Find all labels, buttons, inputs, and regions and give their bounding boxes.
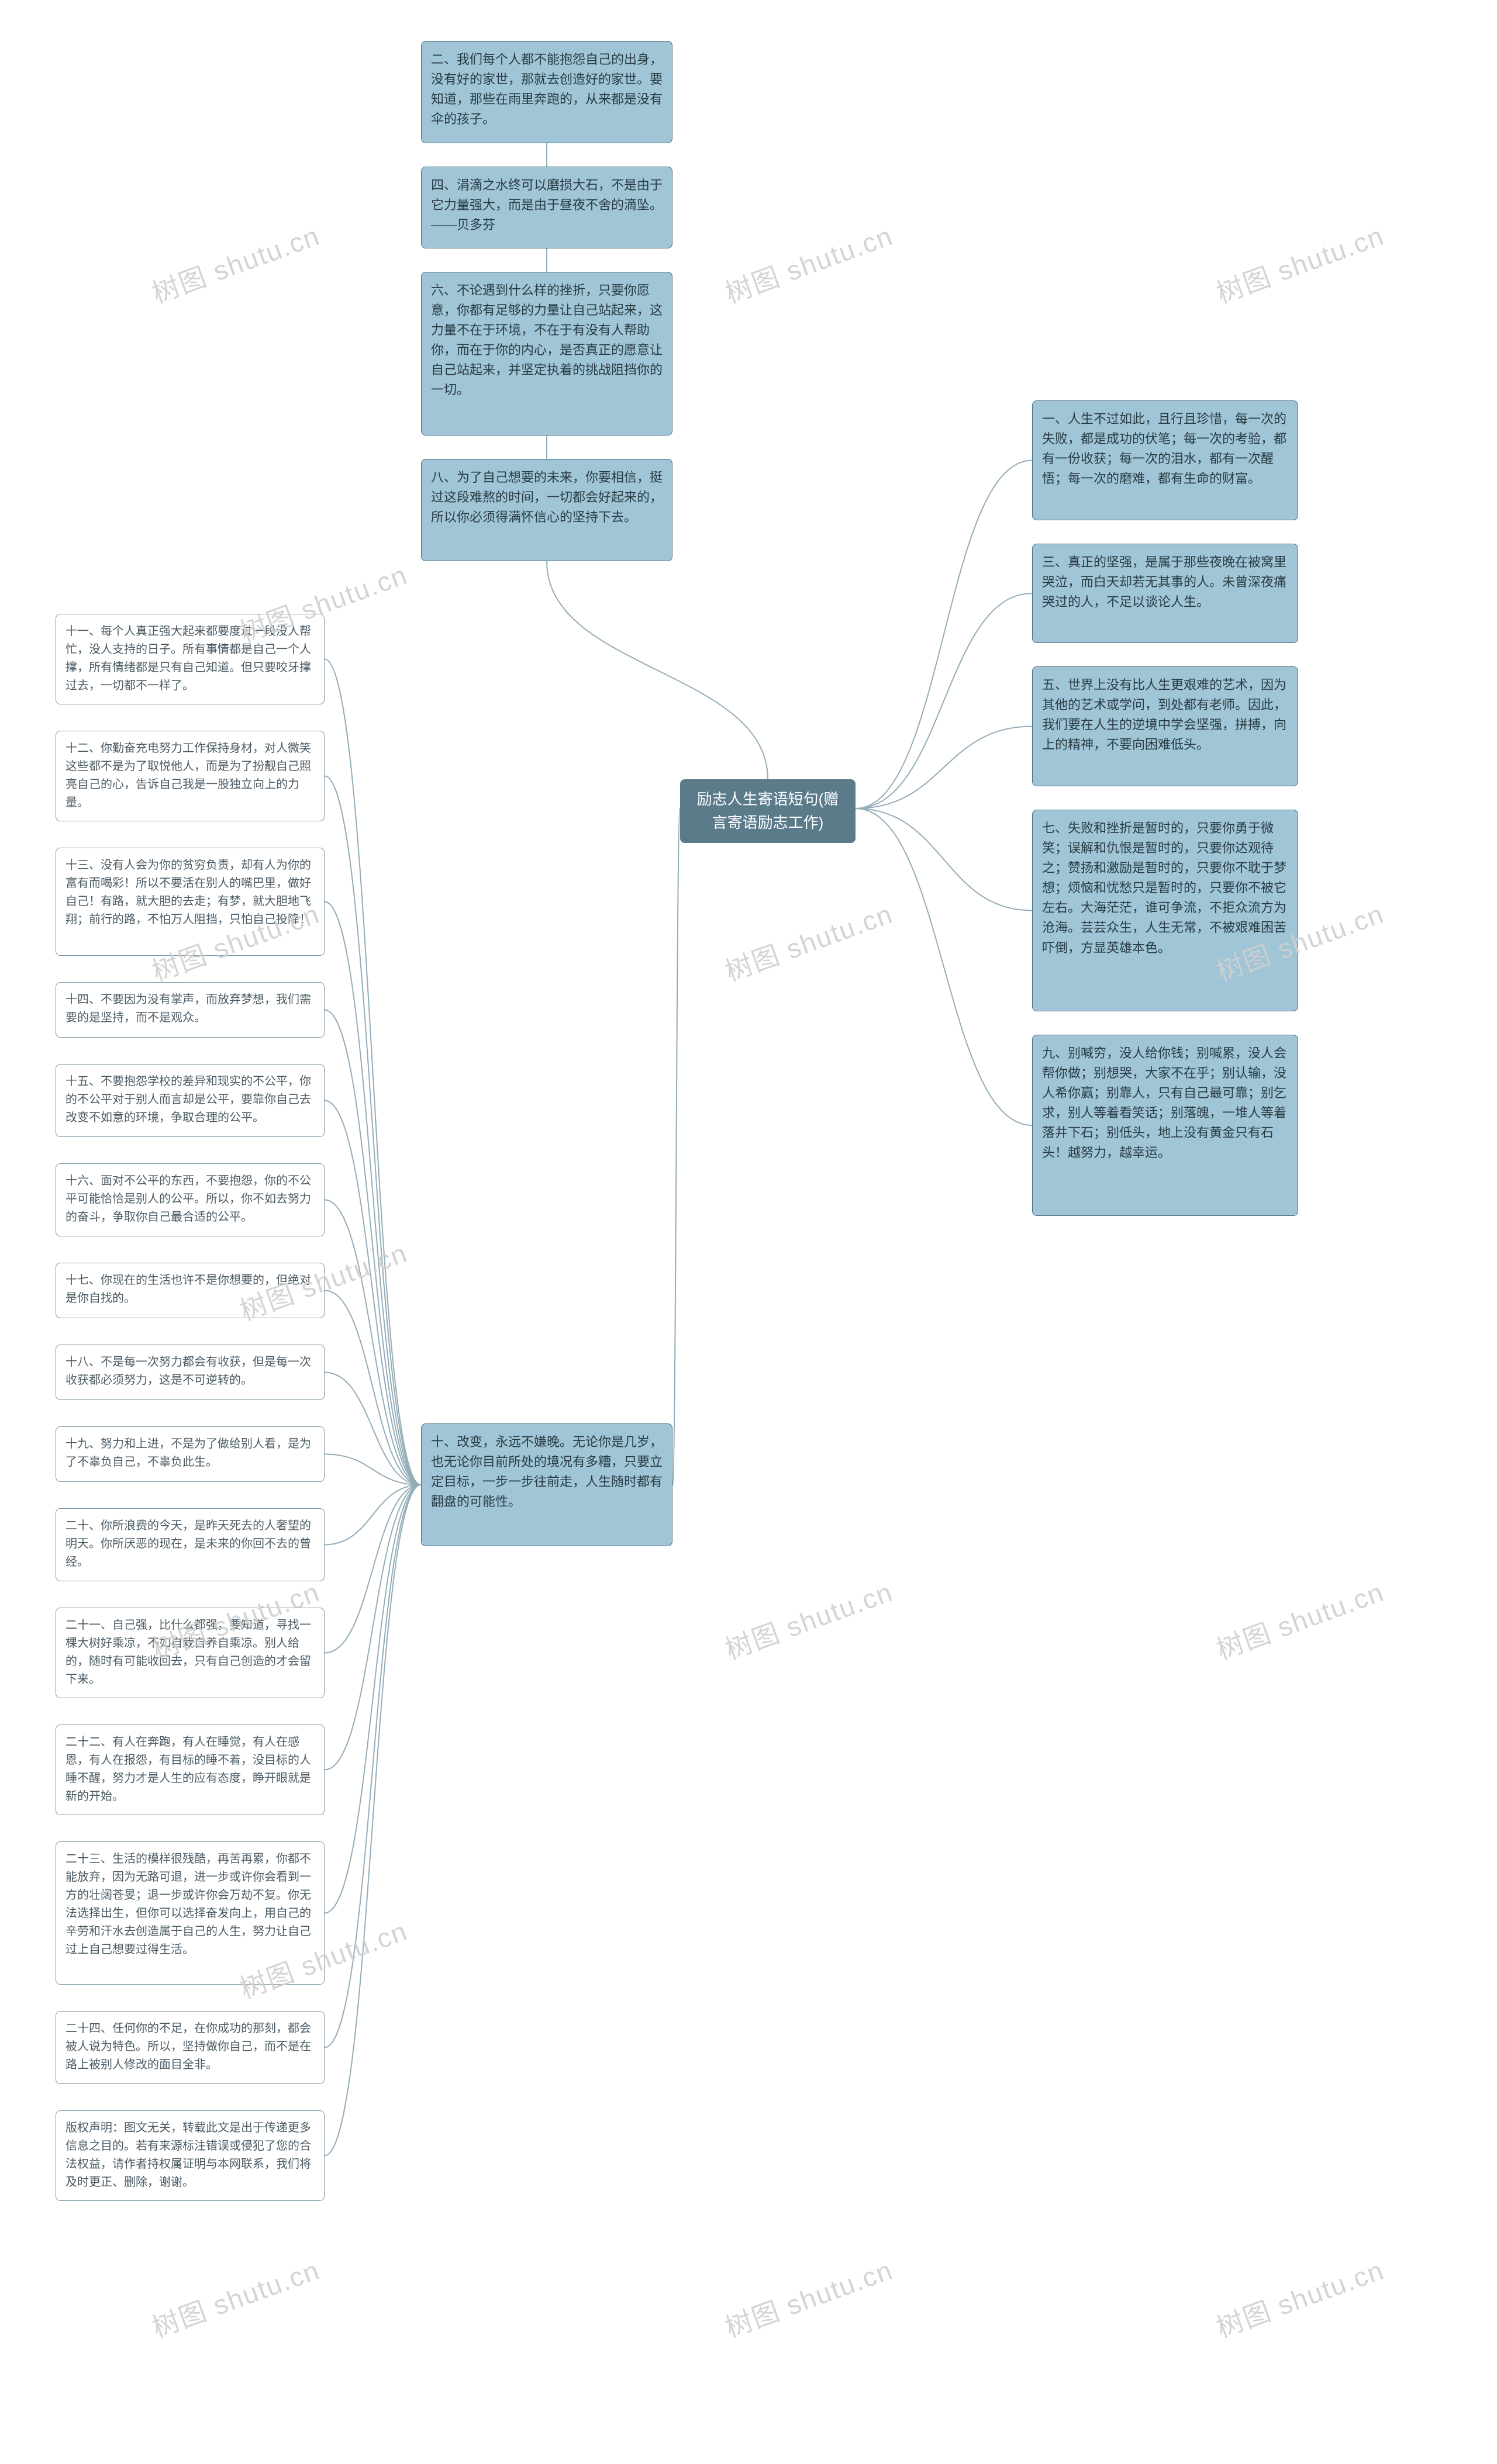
branch-label: 七、失败和挫折是暂时的，只要你勇于微笑；误解和仇恨是暂时的，只要你达观待之；赞扬…	[1042, 821, 1286, 955]
leaf-label: 十五、不要抱怨学校的差异和现实的不公平，你的不公平对于别人而言却是公平，要靠你自…	[65, 1075, 311, 1124]
watermark: 树图 shutu.cn	[146, 2249, 325, 2345]
leaf-label: 十一、每个人真正强大起来都要度过一段没人帮忙，没人支持的日子。所有事情都是自己一…	[65, 625, 311, 692]
watermark: 树图 shutu.cn	[719, 893, 898, 989]
branch-label: 九、别喊穷，没人给你钱；别喊累，没人会帮你做；别想哭，大家不在乎；别认输，没人希…	[1042, 1046, 1286, 1160]
leaf-24[interactable]: 二十四、任何你的不足，在你成功的那刻，都会被人说为特色。所以，坚持做你自己，而不…	[56, 2011, 325, 2084]
leaf-label: 二十四、任何你的不足，在你成功的那刻，都会被人说为特色。所以，坚持做你自己，而不…	[65, 2022, 311, 2071]
leaf-18[interactable]: 十八、不是每一次努力都会有收获，但是每一次收获都必须努力，这是不可逆转的。	[56, 1345, 325, 1400]
branch-label: 一、人生不过如此，且行且珍惜，每一次的失败，都是成功的伏笔；每一次的考验，都有一…	[1042, 412, 1286, 486]
leaf-label: 版权声明：图文无关，转载此文是出于传递更多信息之目的。若有来源标注错误或侵犯了您…	[65, 2121, 311, 2189]
leaf-13[interactable]: 十三、没有人会为你的贫穷负责，却有人为你的富有而喝彩！所以不要活在别人的嘴巴里，…	[56, 848, 325, 956]
leaf-15[interactable]: 十五、不要抱怨学校的差异和现实的不公平，你的不公平对于别人而言却是公平，要靠你自…	[56, 1064, 325, 1137]
branch-label: 四、涓滴之水终可以磨损大石，不是由于它力量强大，而是由于昼夜不舍的滴坠。——贝多…	[431, 178, 663, 232]
leaf-label: 十七、你现在的生活也许不是你想要的，但绝对是你自找的。	[65, 1274, 311, 1305]
leaf-label: 十二、你勤奋充电努力工作保持身材，对人微笑这些都不是为了取悦他人，而是为了扮靓自…	[65, 742, 311, 809]
leaf-14[interactable]: 十四、不要因为没有掌声，而放弃梦想，我们需要的是坚持，而不是观众。	[56, 982, 325, 1038]
branch-label: 五、世界上没有比人生更艰难的艺术，因为其他的艺术或学问，到处都有老师。因此，我们…	[1042, 678, 1286, 752]
watermark: 树图 shutu.cn	[1210, 1571, 1389, 1667]
leaf-12[interactable]: 十二、你勤奋充电努力工作保持身材，对人微笑这些都不是为了取悦他人，而是为了扮靓自…	[56, 731, 325, 821]
branch-top-2[interactable]: 二、我们每个人都不能抱怨自己的出身，没有好的家世，那就去创造好的家世。要知道，那…	[421, 41, 672, 143]
branch-right-7[interactable]: 七、失败和挫折是暂时的，只要你勇于微笑；误解和仇恨是暂时的，只要你达观待之；赞扬…	[1032, 810, 1298, 1011]
leaf-label: 十九、努力和上进，不是为了做给别人看，是为了不辜负自己，不辜负此生。	[65, 1437, 311, 1468]
watermark: 树图 shutu.cn	[719, 215, 898, 311]
branch-right-5[interactable]: 五、世界上没有比人生更艰难的艺术，因为其他的艺术或学问，到处都有老师。因此，我们…	[1032, 666, 1298, 786]
leaf-label: 二十二、有人在奔跑，有人在睡觉，有人在感恩，有人在报怨，有目标的睡不着，没目标的…	[65, 1736, 311, 1803]
leaf-11[interactable]: 十一、每个人真正强大起来都要度过一段没人帮忙，没人支持的日子。所有事情都是自己一…	[56, 614, 325, 704]
branch-right-1[interactable]: 一、人生不过如此，且行且珍惜，每一次的失败，都是成功的伏笔；每一次的考验，都有一…	[1032, 400, 1298, 520]
leaf-17[interactable]: 十七、你现在的生活也许不是你想要的，但绝对是你自找的。	[56, 1263, 325, 1318]
leaf-19[interactable]: 十九、努力和上进，不是为了做给别人看，是为了不辜负自己，不辜负此生。	[56, 1426, 325, 1482]
leaf-label: 二十三、生活的模样很残酷，再苦再累，你都不能放弃，因为无路可退，进一步或许你会看…	[65, 1853, 311, 1956]
watermark: 树图 shutu.cn	[1210, 2249, 1389, 2345]
leaf-label: 二十一、自己强，比什么都强，要知道，寻找一棵大树好乘凉，不如自栽自养自乘凉。别人…	[65, 1619, 311, 1686]
branch-label: 十、改变，永远不嫌晚。无论你是几岁，也无论你目前所处的境况有多糟，只要立定目标，…	[431, 1435, 663, 1509]
branch-label: 三、真正的坚强，是属于那些夜晚在被窝里哭泣，而白天却若无其事的人。未曾深夜痛哭过…	[1042, 555, 1286, 609]
leaf-label: 十六、面对不公平的东西，不要抱怨，你的不公平可能恰恰是别人的公平。所以，你不如去…	[65, 1174, 311, 1224]
branch-top-8[interactable]: 八、为了自己想要的未来，你要相信，挺过这段难熬的时间，一切都会好起来的，所以你必…	[421, 459, 672, 561]
leaf-22[interactable]: 二十二、有人在奔跑，有人在睡觉，有人在感恩，有人在报怨，有目标的睡不着，没目标的…	[56, 1725, 325, 1815]
leaf-label: 十三、没有人会为你的贫穷负责，却有人为你的富有而喝彩！所以不要活在别人的嘴巴里，…	[65, 859, 311, 926]
watermark: 树图 shutu.cn	[719, 2249, 898, 2345]
branch-label: 八、为了自己想要的未来，你要相信，挺过这段难熬的时间，一切都会好起来的，所以你必…	[431, 470, 663, 524]
branch-right-9[interactable]: 九、别喊穷，没人给你钱；别喊累，没人会帮你做；别想哭，大家不在乎；别认输，没人希…	[1032, 1035, 1298, 1216]
leaf-20[interactable]: 二十、你所浪费的今天，是昨天死去的人奢望的明天。你所厌恶的现在，是未来的你回不去…	[56, 1508, 325, 1581]
branch-label: 二、我们每个人都不能抱怨自己的出身，没有好的家世，那就去创造好的家世。要知道，那…	[431, 52, 663, 126]
branch-label: 六、不论遇到什么样的挫折，只要你愿意，你都有足够的力量让自己站起来，这力量不在于…	[431, 283, 663, 397]
watermark: 树图 shutu.cn	[146, 215, 325, 311]
branch-right-3[interactable]: 三、真正的坚强，是属于那些夜晚在被窝里哭泣，而白天却若无其事的人。未曾深夜痛哭过…	[1032, 544, 1298, 643]
watermark: 树图 shutu.cn	[1210, 215, 1389, 311]
branch-top-4[interactable]: 四、涓滴之水终可以磨损大石，不是由于它力量强大，而是由于昼夜不舍的滴坠。——贝多…	[421, 167, 672, 248]
leaf-label: 十八、不是每一次努力都会有收获，但是每一次收获都必须努力，这是不可逆转的。	[65, 1356, 311, 1387]
branch-bottom-10[interactable]: 十、改变，永远不嫌晚。无论你是几岁，也无论你目前所处的境况有多糟，只要立定目标，…	[421, 1423, 672, 1546]
root-label: 励志人生寄语短句(赠言寄语励志工作)	[697, 790, 839, 831]
leaf-23[interactable]: 二十三、生活的模样很残酷，再苦再累，你都不能放弃，因为无路可退，进一步或许你会看…	[56, 1841, 325, 1985]
branch-top-6[interactable]: 六、不论遇到什么样的挫折，只要你愿意，你都有足够的力量让自己站起来，这力量不在于…	[421, 272, 672, 436]
leaf-copyright[interactable]: 版权声明：图文无关，转载此文是出于传递更多信息之目的。若有来源标注错误或侵犯了您…	[56, 2110, 325, 2201]
leaf-label: 十四、不要因为没有掌声，而放弃梦想，我们需要的是坚持，而不是观众。	[65, 993, 311, 1024]
leaf-label: 二十、你所浪费的今天，是昨天死去的人奢望的明天。你所厌恶的现在，是未来的你回不去…	[65, 1519, 311, 1568]
leaf-21[interactable]: 二十一、自己强，比什么都强，要知道，寻找一棵大树好乘凉，不如自栽自养自乘凉。别人…	[56, 1608, 325, 1698]
leaf-16[interactable]: 十六、面对不公平的东西，不要抱怨，你的不公平可能恰恰是别人的公平。所以，你不如去…	[56, 1163, 325, 1236]
mindmap-root[interactable]: 励志人生寄语短句(赠言寄语励志工作)	[680, 779, 856, 843]
watermark: 树图 shutu.cn	[719, 1571, 898, 1667]
